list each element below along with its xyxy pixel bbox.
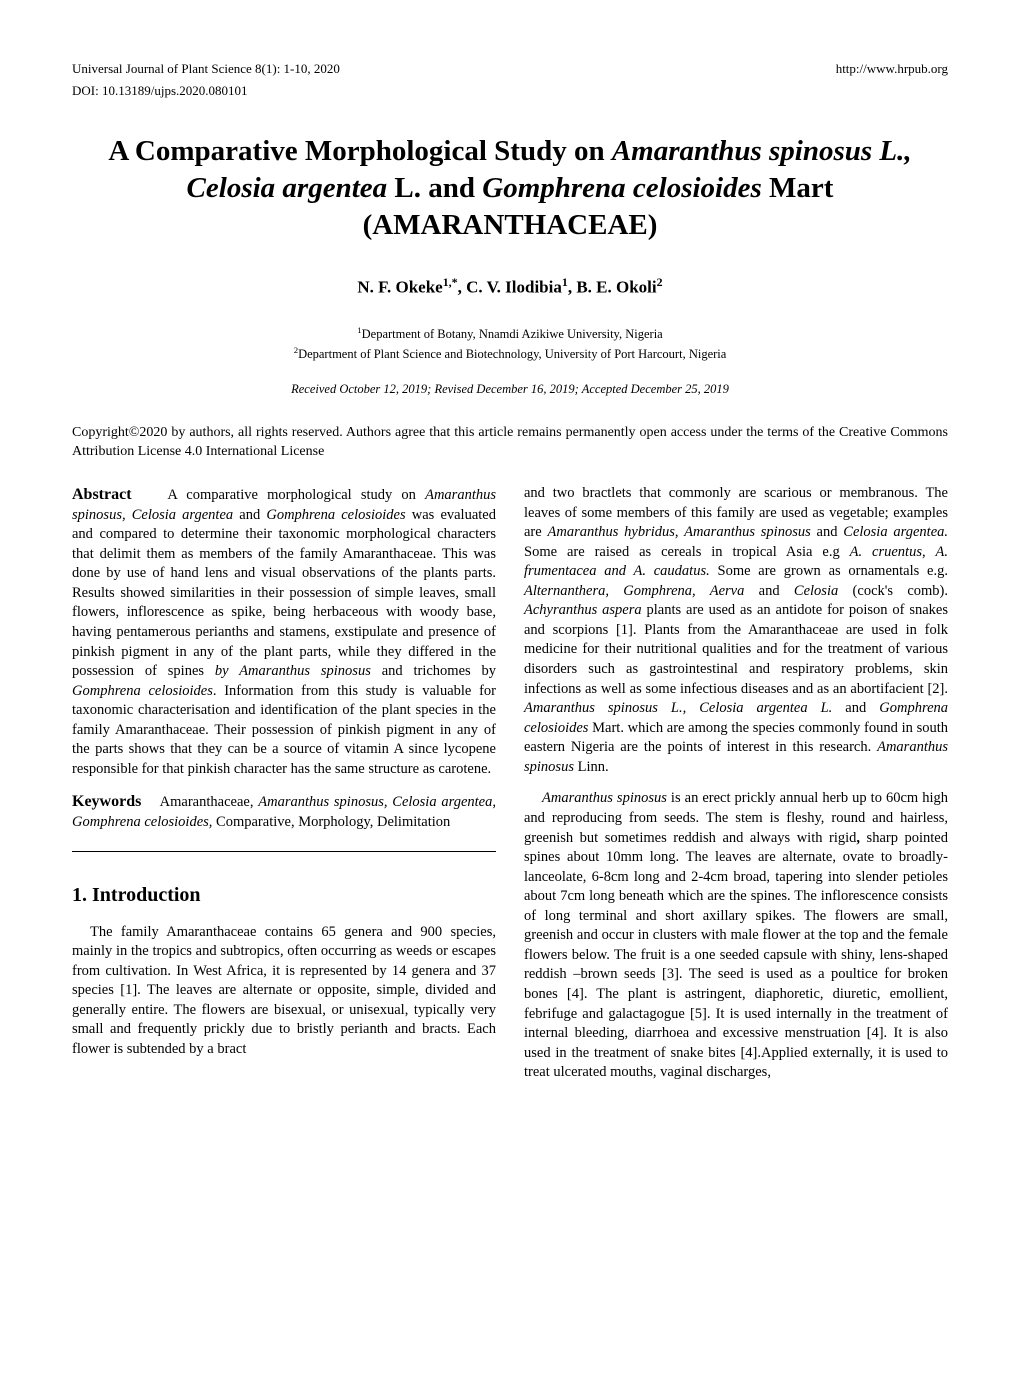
- keywords-block: Keywords Amaranthaceae, Amaranthus spino…: [72, 791, 496, 832]
- affiliation-1: 1Department of Botany, Nnamdi Azikiwe Un…: [72, 324, 948, 344]
- section-divider: [72, 851, 496, 852]
- left-column: Abstract A comparative morphological stu…: [72, 484, 496, 1095]
- abstract-label: Abstract: [72, 486, 132, 503]
- affiliations: 1Department of Botany, Nnamdi Azikiwe Un…: [72, 324, 948, 363]
- copyright-notice: Copyright©2020 by authors, all rights re…: [72, 424, 948, 462]
- article-title: A Comparative Morphological Study on Ama…: [72, 133, 948, 244]
- abstract-block: Abstract A comparative morphological stu…: [72, 484, 496, 779]
- intro-paragraph-2: Amaranthus spinosus is an erect prickly …: [524, 789, 948, 1082]
- journal-citation: Universal Journal of Plant Science 8(1):…: [72, 60, 340, 78]
- doi: DOI: 10.13189/ujps.2020.080101: [72, 82, 948, 100]
- publisher-url: http://www.hrpub.org: [836, 60, 948, 78]
- article-dates: Received October 12, 2019; Revised Decem…: [72, 381, 948, 398]
- two-column-body: Abstract A comparative morphological stu…: [72, 484, 948, 1095]
- keywords-label: Keywords: [72, 793, 141, 810]
- author-list: N. F. Okeke1,*, C. V. Ilodibia1, B. E. O…: [72, 274, 948, 300]
- intro-paragraph-1-cont: and two bractlets that commonly are scar…: [524, 484, 948, 777]
- affiliation-2: 2Department of Plant Science and Biotech…: [72, 344, 948, 364]
- right-column: and two bractlets that commonly are scar…: [524, 484, 948, 1095]
- section-heading-introduction: 1. Introduction: [72, 882, 496, 909]
- intro-paragraph-1: The family Amaranthaceae contains 65 gen…: [72, 923, 496, 1060]
- running-header: Universal Journal of Plant Science 8(1):…: [72, 60, 948, 78]
